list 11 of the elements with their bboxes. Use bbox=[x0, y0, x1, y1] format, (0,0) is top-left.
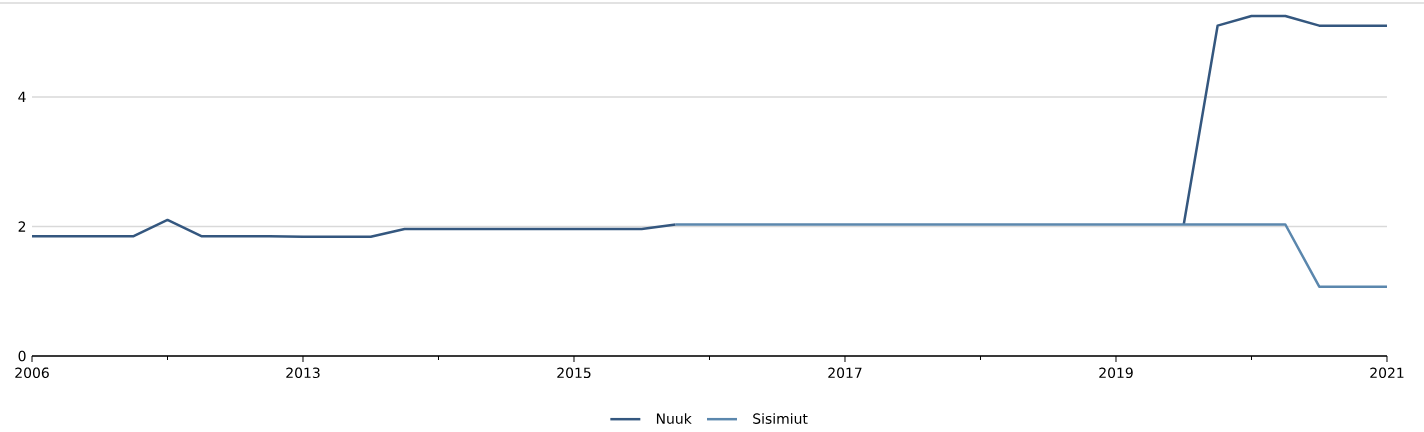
legend-label: Nuuk bbox=[656, 413, 692, 424]
x-tick-label: 2021 bbox=[1370, 367, 1404, 379]
x-tick-label: 2017 bbox=[828, 367, 862, 379]
legend-label: Sisimiut bbox=[753, 413, 808, 424]
y-tick-label: 0 bbox=[18, 350, 26, 362]
x-tick-label: 2013 bbox=[286, 367, 320, 379]
y-tick-label: 2 bbox=[18, 221, 26, 232]
x-tick-label: 2006 bbox=[15, 367, 49, 379]
x-tick-label: 2015 bbox=[557, 367, 591, 379]
y-tick-label: 4 bbox=[18, 91, 26, 102]
x-tick-label: 2019 bbox=[1099, 367, 1133, 379]
